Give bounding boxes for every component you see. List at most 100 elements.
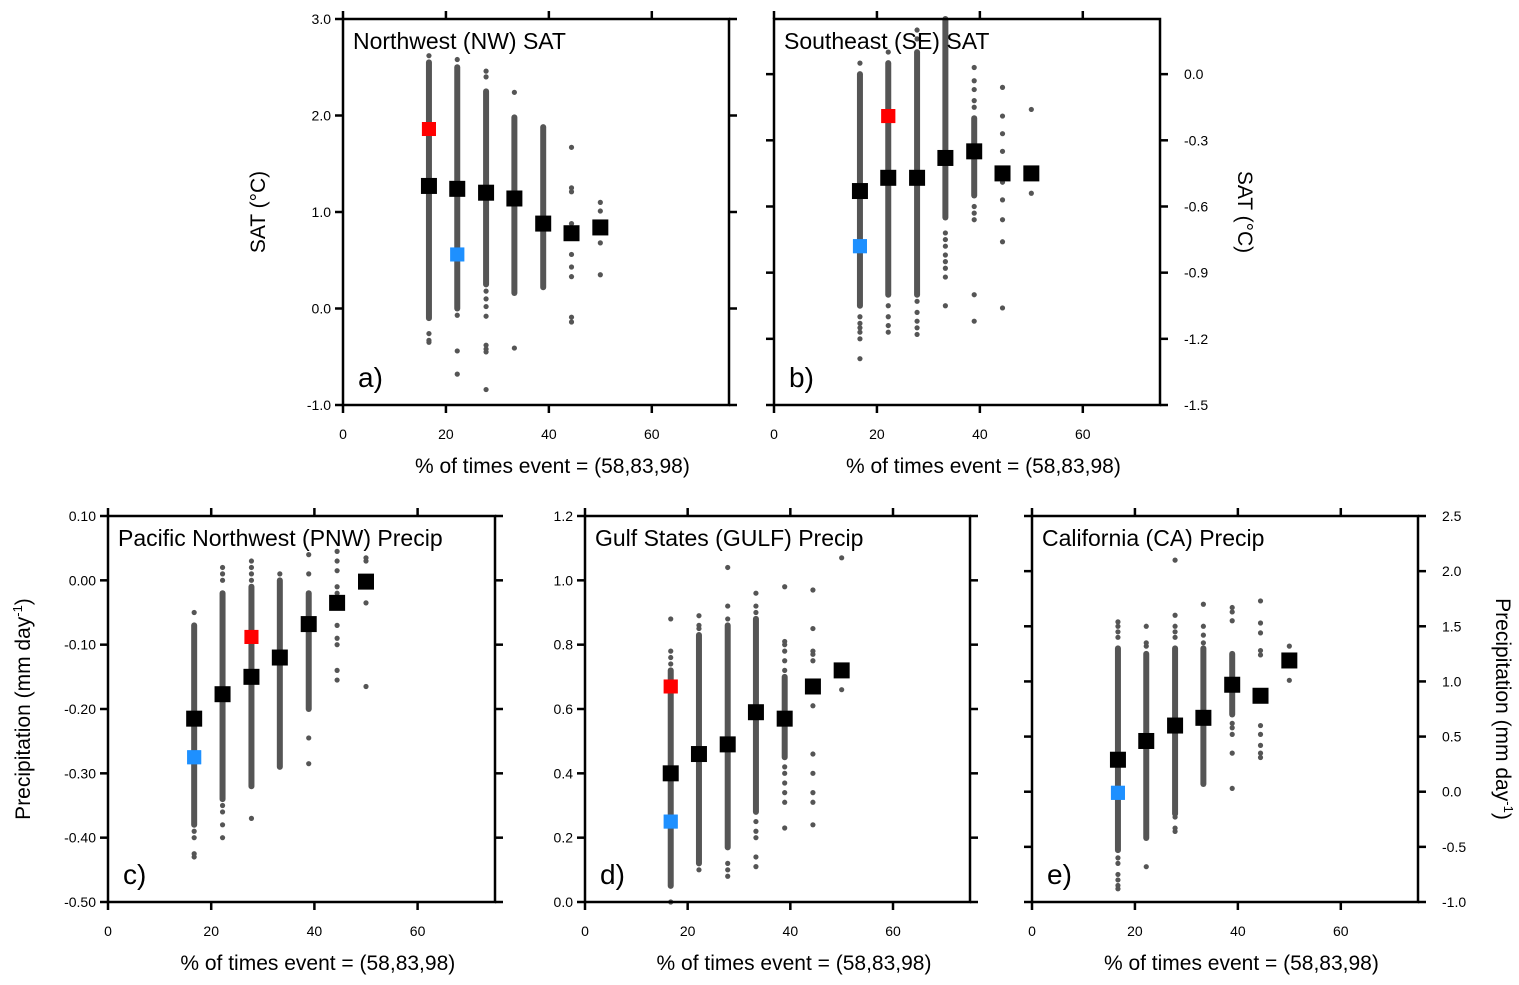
- scatter-point: [597, 208, 603, 214]
- scatter-point: [725, 873, 731, 879]
- y-tick-label: -0.50: [64, 894, 96, 910]
- y-tick-label: 1.0: [1442, 673, 1462, 689]
- y-tick-label: 0.0: [312, 301, 332, 317]
- scatter-point: [1229, 731, 1235, 737]
- scatter-point: [1172, 634, 1178, 640]
- plot-frame: [772, 17, 1162, 407]
- scatter-point: [219, 809, 226, 815]
- x-tick-label: 40: [783, 923, 799, 939]
- ensemble-mean-markers: [1109, 652, 1298, 768]
- scatter-point: [1257, 754, 1264, 761]
- scatter-point: [885, 329, 891, 335]
- x-axis-title: % of times event = (58,83,98): [657, 952, 932, 975]
- highlight-square-blue: [852, 239, 867, 254]
- scatter-point: [999, 148, 1006, 154]
- panel-letter: e): [1047, 859, 1072, 890]
- scatter-point: [971, 98, 977, 104]
- y-tick-label: -0.10: [64, 637, 96, 653]
- scatter-point: [1115, 619, 1121, 625]
- scatter-point: [942, 274, 948, 280]
- scatter-point: [568, 264, 575, 270]
- mean-square: [271, 649, 288, 666]
- scatter-point: [971, 78, 977, 84]
- scatter-point: [483, 313, 489, 319]
- scatter-point: [1200, 640, 1206, 646]
- scatter-point: [1229, 785, 1235, 792]
- scatter-point: [1115, 871, 1121, 878]
- x-axis-title: % of times event = (58,83,98): [415, 455, 690, 478]
- scatter-point: [914, 318, 920, 324]
- scatter-point: [1229, 609, 1235, 615]
- x-axis-title: % of times event = (58,83,98): [180, 952, 455, 975]
- scatter-point: [942, 265, 948, 271]
- scatter-point: [668, 648, 674, 654]
- scatter-point: [696, 613, 702, 619]
- scatter-point: [668, 661, 674, 667]
- mean-square: [1138, 732, 1155, 749]
- scatter-point: [810, 751, 816, 757]
- highlight-markers: [852, 109, 896, 254]
- scatter-point: [885, 314, 891, 320]
- scatter-point: [753, 609, 759, 616]
- scatter-point: [725, 603, 731, 609]
- mean-square: [329, 594, 346, 611]
- x-tick-label: 20: [438, 426, 454, 442]
- scatter-point: [334, 667, 340, 674]
- x-tick-label: 60: [644, 426, 660, 442]
- scatter-point: [942, 236, 948, 243]
- scatter-point: [483, 74, 489, 80]
- x-tick-label: 40: [972, 426, 988, 442]
- scatter-point: [334, 548, 340, 554]
- scatter-point: [1115, 877, 1121, 883]
- scatter-point: [1286, 677, 1292, 683]
- scatter-point: [753, 835, 759, 841]
- scatter-point: [334, 558, 340, 564]
- scatter-point: [857, 329, 863, 335]
- scatter-point: [971, 210, 977, 216]
- scatter-point: [334, 622, 340, 628]
- x-axis: 0 20 40 60: [581, 508, 901, 939]
- y-tick-label: 0.0: [1184, 66, 1204, 82]
- scatter-point: [914, 27, 920, 33]
- scatter-point: [1115, 886, 1121, 892]
- panel-title: California (CA) Precip: [1042, 525, 1264, 551]
- scatter-point: [426, 339, 432, 345]
- scatter-point: [914, 36, 920, 42]
- panel-title: Northwest (NW) SAT: [353, 28, 566, 54]
- panel-letter: d): [600, 859, 625, 890]
- mean-square: [535, 215, 552, 232]
- y-tick-label: 3.0: [312, 11, 332, 27]
- y-tick-label: 1.0: [312, 204, 332, 220]
- scatter-point: [1143, 864, 1149, 870]
- scatter-point: [454, 312, 460, 318]
- scatter-point: [999, 113, 1006, 119]
- y-tick-label: -1.2: [1184, 331, 1208, 347]
- mean-square: [478, 184, 495, 201]
- mean-square: [880, 169, 897, 186]
- scatter-point: [810, 703, 816, 709]
- ensemble-scatter: [191, 548, 369, 860]
- y-axis: -1.5 -1.2 -0.9 -0.6 -0.3 0.0: [766, 66, 1208, 413]
- scatter-point: [1229, 720, 1235, 726]
- x-axis: 0 20 40 60: [770, 11, 1091, 442]
- scatter-point: [999, 197, 1006, 203]
- scatter-point: [857, 314, 863, 320]
- y-tick-label: 0.2: [554, 830, 574, 846]
- scatter-point: [971, 203, 977, 210]
- scatter-point: [942, 243, 948, 249]
- y-tick-label: -1.0: [1442, 894, 1466, 910]
- scatter-point: [885, 322, 891, 329]
- scatter-point: [753, 590, 759, 596]
- scatter-point: [753, 818, 759, 825]
- scatter-point: [782, 780, 788, 786]
- y-tick-label: 0.0: [554, 894, 574, 910]
- scatter-point: [885, 303, 891, 309]
- scatter-point: [597, 272, 603, 278]
- scatter-point: [782, 584, 788, 590]
- plot-frame: [341, 17, 731, 407]
- scatter-point: [248, 571, 255, 577]
- mean-square: [994, 165, 1011, 182]
- scatter-point: [1257, 630, 1264, 636]
- mean-square: [358, 573, 374, 590]
